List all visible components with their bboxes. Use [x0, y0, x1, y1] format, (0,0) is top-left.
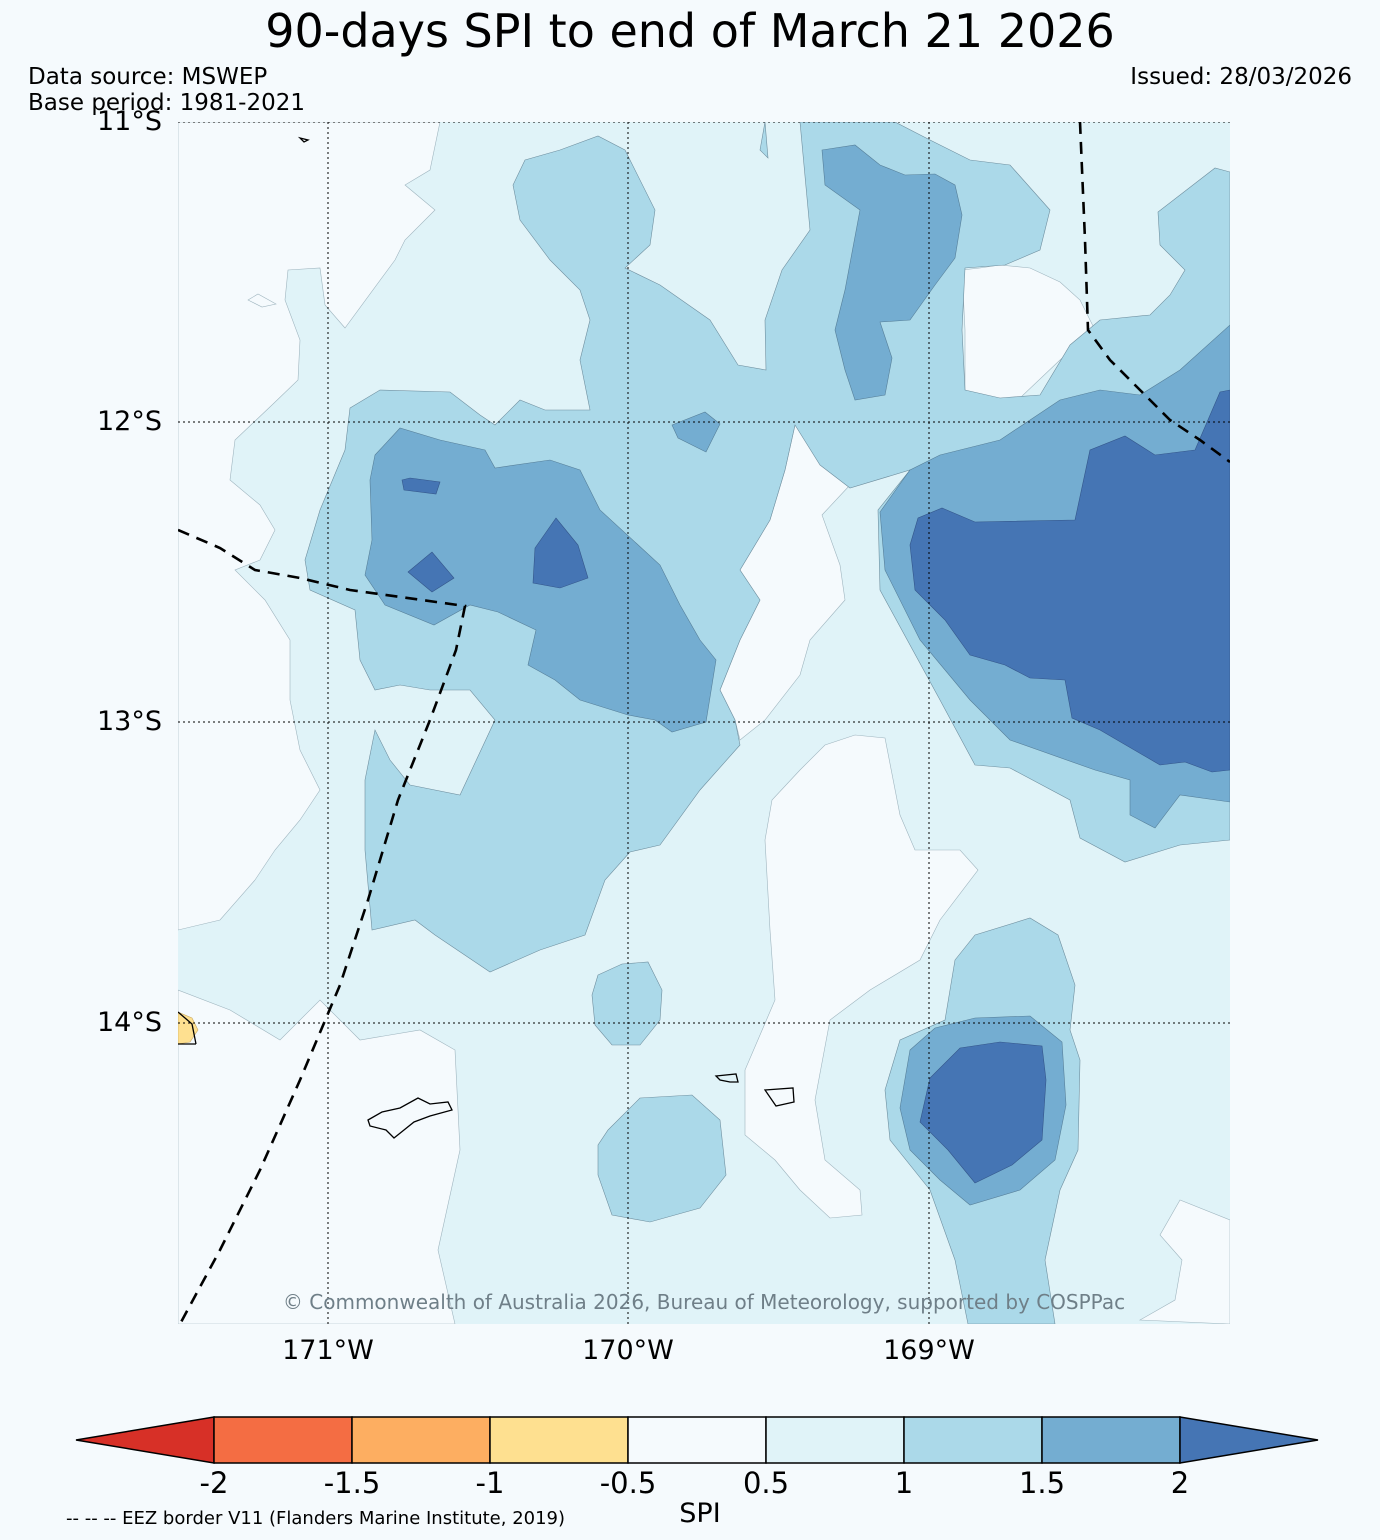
spi-wet-patch-south-1 — [591, 961, 663, 1046]
colorbar-label: SPI — [679, 1498, 721, 1529]
data-source-label: Data source: MSWEP — [28, 64, 268, 90]
colorbar-swatch — [213, 1416, 353, 1464]
spi-wet-patch-south-2 — [597, 1094, 727, 1223]
colorbar-tick: 2 — [1170, 1466, 1190, 1500]
eez-border-east — [1078, 122, 1230, 464]
island-coastlines — [178, 136, 795, 1139]
spi-neutral-area-west — [178, 122, 441, 931]
colorbar — [75, 1416, 1319, 1464]
upolu-island — [367, 1097, 453, 1139]
eez-borders — [178, 122, 1230, 1324]
graticule — [178, 122, 1230, 1324]
lon-label-170w: 170°W — [582, 1335, 674, 1366]
lon-label-171w: 171°W — [282, 1335, 374, 1366]
lat-label-12s: 12°S — [97, 406, 162, 437]
spi-contours — [178, 122, 1230, 1324]
spi-wetter-area-north — [821, 144, 963, 401]
islet-west — [178, 1011, 197, 1045]
tutuila-island — [763, 1087, 795, 1107]
issued-date-label: Issued: 28/03/2026 — [1130, 64, 1352, 90]
colorbar-extension-low — [75, 1416, 215, 1464]
spi-extreme-wet-area-east — [909, 389, 1230, 773]
colorbar-tick: 1.5 — [1018, 1466, 1066, 1500]
spi-wet-area-central — [304, 122, 1230, 973]
spi-neutral-area-south — [178, 989, 461, 1324]
spi-wet-patch-small — [759, 122, 769, 159]
colorbar-swatch — [627, 1416, 767, 1464]
spi-extreme-wet-patch-3 — [401, 477, 441, 495]
colorbar-swatch — [489, 1416, 629, 1464]
colorbar-swatch — [765, 1416, 905, 1464]
lon-label-169w: 169°W — [883, 1335, 975, 1366]
spi-neutral-patch-2 — [1138, 1199, 1230, 1324]
copyright-notice: © Commonwealth of Australia 2026, Bureau… — [282, 1290, 1126, 1314]
spi-extreme-wet-area-southeast — [919, 1041, 1047, 1184]
colorbar-swatch — [1041, 1416, 1181, 1464]
colorbar-tick: 1 — [894, 1466, 914, 1500]
spi-neutral-area-southeast — [744, 734, 979, 1219]
colorbar-tick: 0.5 — [742, 1466, 790, 1500]
eez-legend-note: -- -- -- EEZ border V11 (Flanders Marine… — [66, 1508, 566, 1529]
lat-label-11s: 11°S — [97, 106, 162, 137]
lat-label-14s: 14°S — [97, 1007, 162, 1038]
colorbar-tick: -0.5 — [599, 1466, 657, 1500]
spi-extreme-wet-patch-2 — [407, 551, 455, 593]
spi-extreme-wet-patch-1 — [532, 517, 589, 589]
eez-border-west — [178, 528, 467, 1324]
colorbar-extension-high — [1179, 1416, 1319, 1464]
colorbar-tick: -1 — [475, 1466, 505, 1500]
map-title: 90-days SPI to end of March 21 2026 — [265, 4, 1115, 58]
base-period-label: Base period: 1981-2021 — [28, 90, 306, 116]
colorbar-tick: -2 — [199, 1466, 229, 1500]
islet-north — [297, 136, 310, 143]
spi-neutral-patch-1 — [247, 293, 277, 308]
colorbar-swatch — [903, 1416, 1043, 1464]
lat-label-13s: 13°S — [97, 706, 162, 737]
colorbar-swatch — [351, 1416, 491, 1464]
ofu-olosega-islands — [714, 1073, 739, 1083]
colorbar-tick: -1.5 — [323, 1466, 381, 1500]
